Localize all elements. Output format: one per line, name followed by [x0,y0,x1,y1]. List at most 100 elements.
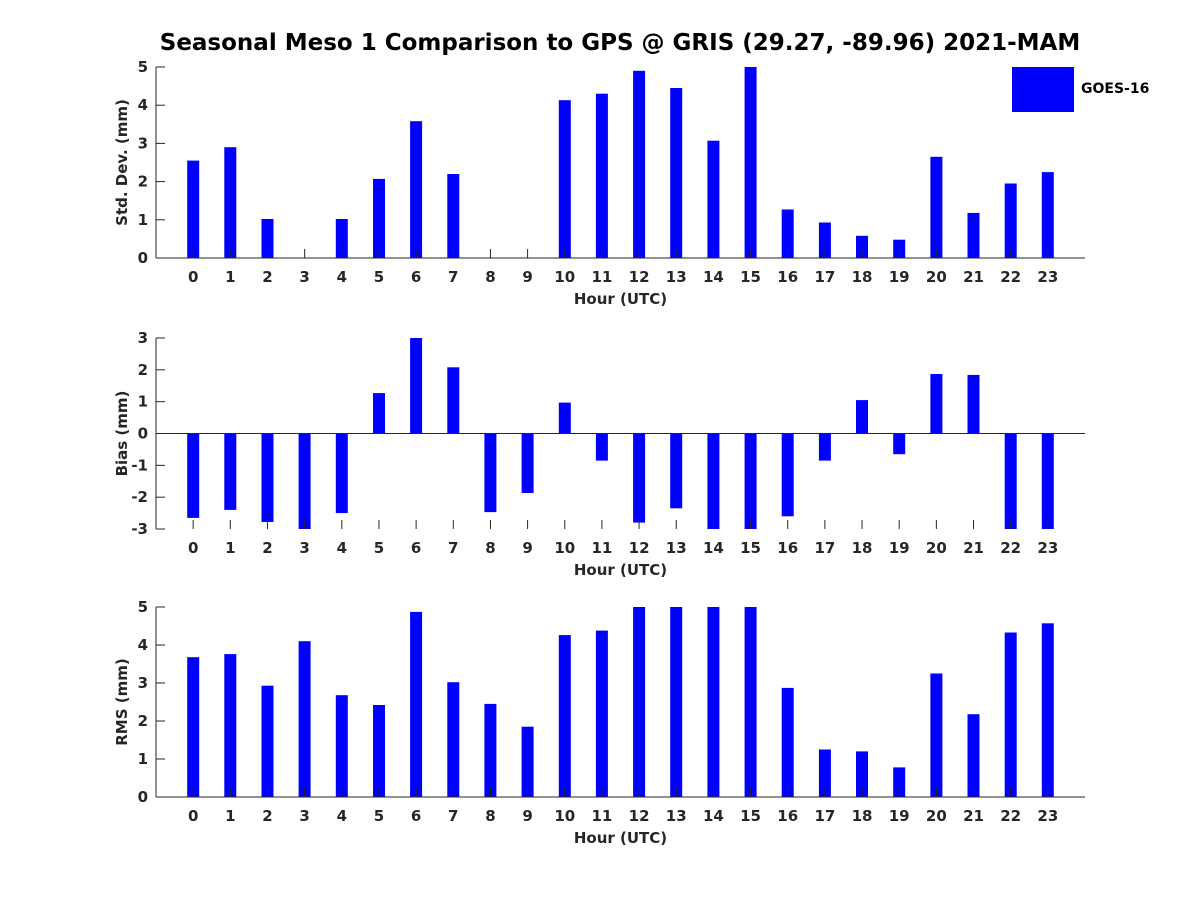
std-bar-17 [818,222,831,258]
bias-ytick-label--1: -1 [131,456,148,474]
bias-xtick-label-17: 17 [814,539,835,557]
std-bar-23 [1041,172,1054,258]
legend-label: GOES-16 [1081,81,1150,97]
rms-bar-4 [335,695,348,797]
bias-bar-4 [335,433,348,514]
bias-xtick-label-15: 15 [740,539,761,557]
bias-xtick-label-11: 11 [591,539,612,557]
bias-bar-9 [521,433,534,493]
rms-xtick-label-17: 17 [814,807,835,825]
bias-bar-17 [818,433,831,461]
bias-ylabel: Bias (mm) [113,391,131,477]
bias-xtick-label-22: 22 [1000,539,1021,557]
rms-ytick-label-1: 1 [138,750,148,768]
std-xtick-label-18: 18 [852,268,873,286]
rms-bar-14 [707,607,720,797]
std-bar-4 [335,219,348,258]
rms-bar-23 [1041,623,1054,797]
rms-bar-5 [373,705,385,797]
rms-bar-21 [967,714,980,797]
rms-xtick-label-19: 19 [889,807,910,825]
std-xtick-label-19: 19 [889,268,910,286]
rms-bar-16 [781,687,794,797]
std-bar-22 [1004,183,1017,258]
rms-ytick-label-5: 5 [138,598,148,616]
std-ytick-label-3: 3 [138,134,148,152]
rms-bar-0 [187,657,200,797]
bias-ytick-label-0: 0 [138,425,148,443]
std-xtick-label-21: 21 [963,268,984,286]
std-xtick-label-16: 16 [777,268,798,286]
bias-bar-5 [373,393,385,434]
bias-bar-16 [781,433,794,517]
bias-bar-15 [744,433,757,529]
bias-xtick-label-20: 20 [926,539,947,557]
rms-xtick-label-21: 21 [963,807,984,825]
rms-bar-19 [893,767,906,797]
std-xtick-label-7: 7 [448,268,458,286]
std-ytick-label-0: 0 [138,249,148,267]
std-bar-6 [410,121,423,258]
std-bar-13 [670,88,683,258]
bias-xtick-label-16: 16 [777,539,798,557]
std-xtick-label-1: 1 [225,268,235,286]
rms-xtick-label-12: 12 [629,807,650,825]
rms-bar-18 [856,751,868,797]
bias-bar-12 [633,433,646,523]
bias-bar-2 [261,433,274,522]
std-xtick-label-10: 10 [554,268,575,286]
rms-ytick-label-0: 0 [138,788,148,806]
bias-xlabel: Hour (UTC) [574,561,667,579]
bias-xtick-label-14: 14 [703,539,724,557]
rms-xtick-label-5: 5 [374,807,384,825]
std-ytick-label-2: 2 [138,173,148,191]
rms-xtick-label-2: 2 [262,807,272,825]
rms-xtick-label-3: 3 [299,807,309,825]
std-xlabel: Hour (UTC) [574,290,667,308]
bias-xtick-label-18: 18 [852,539,873,557]
bias-xtick-label-7: 7 [448,539,458,557]
bias-ytick-label-2: 2 [138,361,148,379]
bias-xtick-label-0: 0 [188,539,198,557]
rms-bar-2 [261,685,274,797]
bias-xtick-label-3: 3 [299,539,309,557]
std-bar-20 [930,156,943,258]
rms-xtick-label-6: 6 [411,807,421,825]
bias-bar-23 [1041,433,1054,529]
rms-xtick-label-14: 14 [703,807,724,825]
std-bar-7 [447,174,460,258]
rms-bar-15 [744,607,757,797]
bias-xtick-label-12: 12 [629,539,650,557]
rms-xtick-label-10: 10 [554,807,575,825]
std-xtick-label-20: 20 [926,268,947,286]
std-bar-5 [373,178,385,258]
rms-bar-20 [930,673,943,797]
legend: GOES-16 [1012,67,1162,113]
bias-ytick-label-3: 3 [138,329,148,347]
std-bar-2 [261,219,274,258]
rms-xtick-label-8: 8 [485,807,495,825]
std-xtick-label-6: 6 [411,268,421,286]
std-xtick-label-12: 12 [629,268,650,286]
bias-ytick-label--2: -2 [131,488,148,506]
bias-bar-19 [893,433,906,455]
std-bar-0 [187,160,200,258]
std-bar-15 [744,67,757,258]
rms-bar-1 [224,654,237,797]
rms-bar-10 [558,635,571,797]
std-xtick-label-9: 9 [522,268,532,286]
std-ytick-label-5: 5 [138,58,148,76]
std-bar-12 [633,70,646,258]
rms-bar-22 [1004,632,1017,797]
rms-xtick-label-11: 11 [591,807,612,825]
bias-bar-3 [298,433,311,529]
bias-bar-13 [670,433,683,509]
rms-bar-12 [633,607,646,797]
rms-bar-8 [484,703,497,797]
std-xtick-label-2: 2 [262,268,272,286]
rms-bar-11 [595,630,608,797]
std-ytick-label-1: 1 [138,211,148,229]
bias-bar-10 [558,402,571,434]
std-bar-19 [893,239,906,258]
bias-xtick-label-10: 10 [554,539,575,557]
